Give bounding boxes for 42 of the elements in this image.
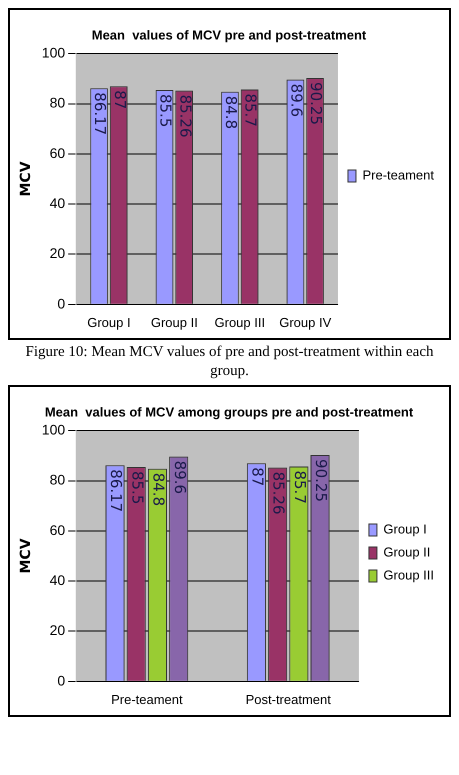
data-label: 85.26 [270, 472, 288, 515]
x-tick-label: Post-treatment [246, 692, 332, 707]
legend-label: Pre-teament [362, 168, 434, 183]
data-label: 87 [110, 90, 129, 110]
chart-title: Mean values of MCV among groups pre and post-treatment [44, 404, 414, 420]
x-tick-label: Group I [87, 314, 131, 330]
x-tick-label: Group II [150, 314, 198, 330]
data-label: 89.6 [288, 84, 306, 118]
data-label: 85.5 [156, 94, 175, 128]
data-label: 84.8 [222, 96, 240, 130]
y-tick-label: 0 [57, 672, 66, 688]
y-axis-title: MCV [18, 161, 34, 197]
data-label: 85.7 [290, 470, 309, 504]
y-tick-label: 80 [50, 472, 66, 488]
y-tick-label: 20 [50, 622, 66, 638]
y-tick-label: 100 [42, 44, 66, 60]
y-axis-title: MCV [18, 538, 34, 574]
y-tick-label: 60 [50, 522, 66, 538]
y-tick-label: 100 [42, 421, 66, 438]
legend-label: Group III [383, 568, 434, 583]
data-label: 89.6 [170, 460, 189, 494]
x-tick-label: Group IV [279, 314, 332, 330]
y-tick-label: 40 [50, 194, 66, 211]
data-label: 86.17 [91, 92, 110, 136]
data-label: 90.25 [307, 82, 326, 126]
data-label: 87 [248, 467, 267, 486]
data-label: 85.7 [242, 93, 260, 127]
data-label: 84.8 [150, 472, 168, 506]
x-tick-label: Group III [214, 314, 266, 330]
legend-label: Group I [383, 522, 427, 537]
chart-title: Mean values of MCV pre and post-treatment [92, 27, 367, 42]
y-tick-label: 60 [50, 144, 66, 161]
legend-label: Group II [383, 544, 430, 560]
y-tick-label: 0 [57, 295, 66, 312]
data-label: 86.17 [107, 469, 126, 512]
y-tick-label: 20 [50, 245, 66, 262]
y-tick-label: 40 [50, 572, 66, 588]
y-tick-label: 80 [50, 94, 66, 111]
caption: Figure 10: Mean MCV values of pre and post-treatment within each group. [24, 343, 434, 381]
data-label: 85.5 [128, 470, 146, 504]
data-label: 90.25 [312, 459, 330, 502]
data-label: 85.26 [176, 94, 194, 138]
